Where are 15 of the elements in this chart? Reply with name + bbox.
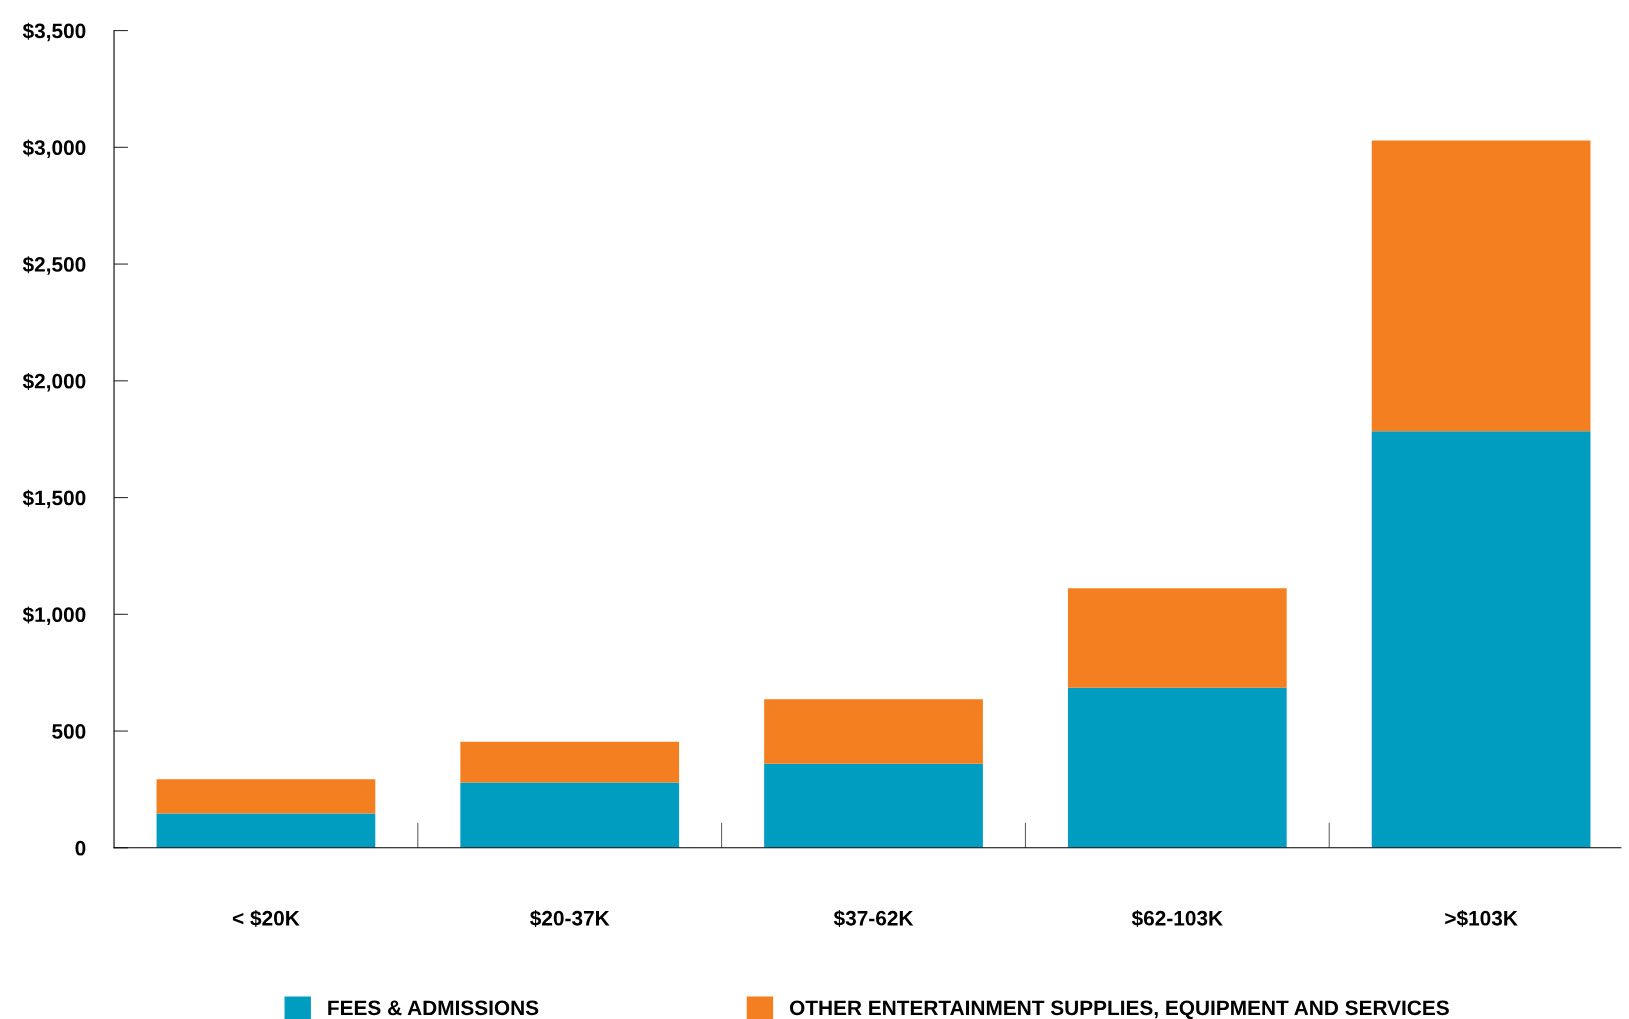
y-tick-label: $1,500	[22, 489, 86, 509]
y-tick-label: $2,500	[22, 256, 86, 275]
y-tick-label: $3,000	[22, 139, 86, 159]
legend-label: OTHER ENTERTAINMENT SUPPLIES, EQUIPMENT AND SERVICES	[789, 1000, 1449, 1019]
x-tick-label: $37-62K	[833, 909, 914, 927]
x-tick-label: >$103K	[1445, 909, 1518, 927]
y-tick-label: 0	[75, 840, 86, 856]
y-tick-label: 500	[52, 724, 86, 739]
x-tick-label: $20-37K	[530, 909, 610, 927]
legend-label: FEES & ADMISSIONS	[328, 1000, 539, 1016]
x-tick-label: $62-103K	[1131, 909, 1223, 927]
y-tick-label: $2,000	[22, 372, 86, 392]
x-tick-label: < $20K	[232, 909, 300, 927]
y-tick-label: $1,000	[22, 606, 86, 626]
y-tick-label: $3,500	[22, 22, 86, 42]
